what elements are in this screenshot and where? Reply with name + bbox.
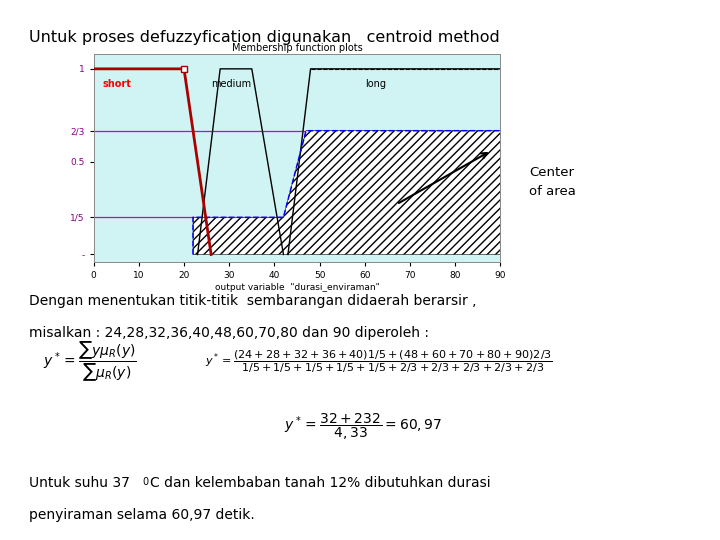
Text: Center: Center — [529, 166, 575, 179]
Text: long: long — [365, 79, 386, 90]
Text: short: short — [103, 79, 132, 90]
Text: penyiraman selama 60,97 detik.: penyiraman selama 60,97 detik. — [29, 508, 255, 522]
Text: $y^* = \dfrac{(24+28+32+36+40)1/5+(48+60+70+80+90)2/3}{1/5+1/5+1/5+1/5+1/5+2/3+2: $y^* = \dfrac{(24+28+32+36+40)1/5+(48+60… — [205, 348, 553, 375]
Text: $y^* = \dfrac{\sum y\mu_R(y)}{\sum \mu_R(y)}$: $y^* = \dfrac{\sum y\mu_R(y)}{\sum \mu_R… — [43, 340, 137, 384]
Text: Untuk suhu 37: Untuk suhu 37 — [29, 476, 130, 490]
Text: $y^* = \dfrac{32+232}{4,33} = 60,97$: $y^* = \dfrac{32+232}{4,33} = 60,97$ — [284, 411, 443, 442]
X-axis label: output variable  "durasi_enviraman": output variable "durasi_enviraman" — [215, 283, 379, 292]
Text: C dan kelembaban tanah 12% dibutuhkan durasi: C dan kelembaban tanah 12% dibutuhkan du… — [150, 476, 490, 490]
Text: medium: medium — [211, 79, 251, 90]
Text: Untuk proses defuzzyfication digunakan   centroid method: Untuk proses defuzzyfication digunakan c… — [29, 30, 500, 45]
Title: Membership function plots: Membership function plots — [232, 43, 362, 53]
Text: 0: 0 — [143, 477, 149, 488]
Polygon shape — [193, 131, 500, 254]
Text: Dengan menentukan titik-titik  sembarangan didaerah berarsir ,: Dengan menentukan titik-titik sembaranga… — [29, 294, 477, 308]
Text: of area: of area — [529, 185, 576, 198]
Text: misalkan : 24,28,32,36,40,48,60,70,80 dan 90 diperoleh :: misalkan : 24,28,32,36,40,48,60,70,80 da… — [29, 326, 429, 340]
